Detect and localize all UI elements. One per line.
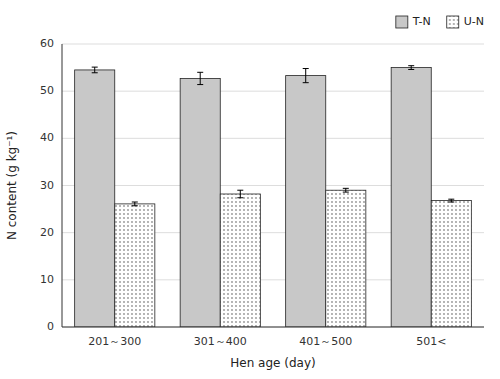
y-tick-label: 40 xyxy=(40,131,54,144)
error-cap xyxy=(197,84,203,85)
error-cap xyxy=(448,202,454,203)
error-cap xyxy=(303,82,309,83)
y-tick-label: 30 xyxy=(40,179,54,192)
y-tick-label: 20 xyxy=(40,226,54,239)
y-axis-label: N content (g kg⁻¹) xyxy=(5,131,19,240)
legend-swatch xyxy=(447,16,459,28)
error-cap xyxy=(237,190,243,191)
error-cap xyxy=(408,65,414,66)
legend-item: T-N xyxy=(396,15,431,28)
error-cap xyxy=(408,69,414,70)
error-cap xyxy=(92,67,98,68)
legend-label: T-N xyxy=(412,15,431,28)
error-line xyxy=(345,188,346,192)
error-cap xyxy=(132,202,138,203)
error-line xyxy=(305,69,306,83)
bar xyxy=(75,70,115,327)
x-axis-label: Hen age (day) xyxy=(230,356,315,370)
x-axis-line xyxy=(62,327,484,328)
chart: 0 10 20 30 40 50 60 201～300 301～400 401～500 501< He… xyxy=(0,0,500,379)
error-cap xyxy=(132,205,138,206)
legend-item: U-N xyxy=(447,15,484,28)
bar xyxy=(115,204,155,327)
error-bar xyxy=(448,199,454,202)
bar-hatch xyxy=(220,194,260,327)
bar xyxy=(431,201,471,327)
legend-swatch xyxy=(396,16,408,28)
error-cap xyxy=(343,192,349,193)
bar xyxy=(180,78,220,327)
error-cap xyxy=(237,197,243,198)
y-tick-label: 10 xyxy=(40,273,54,286)
error-bar xyxy=(92,67,98,73)
bars xyxy=(75,66,472,327)
error-bar xyxy=(408,66,414,70)
error-line xyxy=(134,202,135,206)
bar-hatch xyxy=(326,190,366,327)
bar xyxy=(326,190,366,327)
y-axis-line xyxy=(62,44,63,327)
grid-line xyxy=(62,327,484,328)
bar-hatch xyxy=(115,204,155,327)
error-cap xyxy=(343,188,349,189)
error-line xyxy=(411,66,412,70)
bar-hatch xyxy=(431,201,471,327)
error-cap xyxy=(303,68,309,69)
x-tick-label: 401～500 xyxy=(299,335,352,348)
bar xyxy=(220,194,260,327)
y-tick-label: 50 xyxy=(40,84,54,97)
legend: T-N U-N xyxy=(396,15,484,28)
error-bar xyxy=(237,190,243,198)
plot: 0 10 20 30 40 50 60 201～300 301～400 401～500 501< xyxy=(40,37,484,348)
y-tick-label: 60 xyxy=(40,37,54,50)
error-bar xyxy=(343,188,349,192)
bar xyxy=(286,76,326,327)
y-tick-label: 0 xyxy=(47,320,54,333)
error-line xyxy=(200,72,201,84)
error-line xyxy=(240,190,241,198)
error-cap xyxy=(92,72,98,73)
legend-label: U-N xyxy=(464,15,484,28)
bar xyxy=(391,68,431,327)
error-line xyxy=(94,67,95,73)
error-cap xyxy=(197,72,203,73)
x-tick-label: 501< xyxy=(416,335,446,348)
error-bar xyxy=(132,202,138,206)
error-bar xyxy=(197,72,203,84)
grid-line xyxy=(62,44,484,45)
error-cap xyxy=(448,199,454,200)
legend-swatch-hatch xyxy=(447,16,459,28)
x-tick-label: 301～400 xyxy=(194,335,247,348)
x-tick-label: 201～300 xyxy=(88,335,141,348)
error-bar xyxy=(303,69,309,83)
